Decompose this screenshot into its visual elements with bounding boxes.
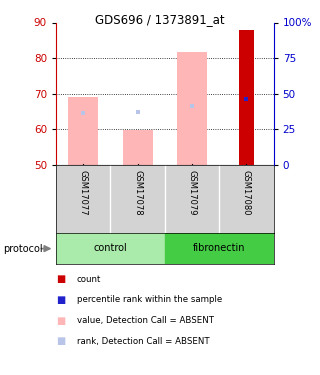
Text: GSM17080: GSM17080 bbox=[242, 170, 251, 216]
Text: ■: ■ bbox=[56, 295, 65, 305]
Text: protocol: protocol bbox=[3, 244, 43, 254]
Text: GSM17079: GSM17079 bbox=[188, 170, 196, 216]
Text: ■: ■ bbox=[56, 336, 65, 346]
Bar bbox=[177, 52, 207, 165]
Bar bbox=[123, 130, 153, 165]
Text: percentile rank within the sample: percentile rank within the sample bbox=[77, 296, 222, 304]
Text: GSM17078: GSM17078 bbox=[133, 170, 142, 216]
Text: rank, Detection Call = ABSENT: rank, Detection Call = ABSENT bbox=[77, 337, 209, 346]
Bar bbox=[239, 30, 254, 165]
Text: value, Detection Call = ABSENT: value, Detection Call = ABSENT bbox=[77, 316, 214, 325]
Bar bbox=[68, 97, 98, 165]
Bar bbox=[56, 232, 165, 264]
Text: GSM17077: GSM17077 bbox=[79, 170, 88, 216]
Text: fibronectin: fibronectin bbox=[193, 243, 245, 254]
Text: ■: ■ bbox=[56, 274, 65, 284]
Bar bbox=[165, 232, 274, 264]
Text: GDS696 / 1373891_at: GDS696 / 1373891_at bbox=[95, 13, 225, 26]
Text: ■: ■ bbox=[56, 316, 65, 326]
Text: control: control bbox=[93, 243, 127, 254]
Text: count: count bbox=[77, 275, 101, 284]
